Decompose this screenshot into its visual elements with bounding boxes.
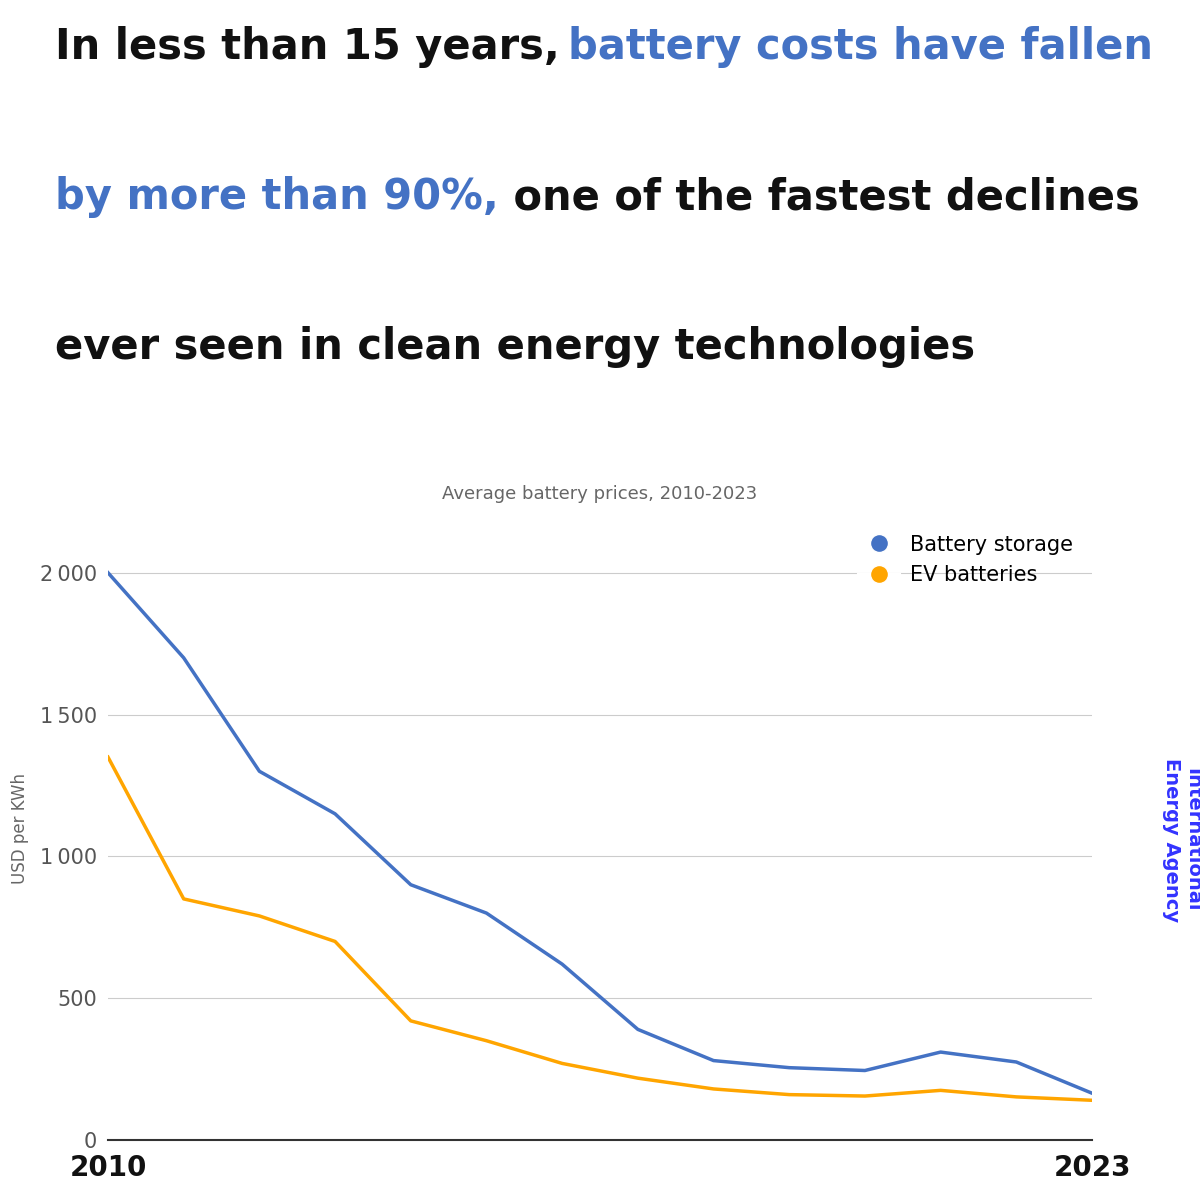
Legend: Battery storage, EV batteries: Battery storage, EV batteries [850,527,1081,594]
Text: International
Energy Agency: International Energy Agency [1162,758,1200,922]
Title: Average battery prices, 2010-2023: Average battery prices, 2010-2023 [443,485,757,503]
Y-axis label: USD per KWh: USD per KWh [11,773,29,883]
Text: In less than 15 years,: In less than 15 years, [55,26,568,68]
Text: one of the fastest declines: one of the fastest declines [499,176,1140,218]
Text: ever seen in clean energy technologies: ever seen in clean energy technologies [55,326,976,368]
Text: by more than 90%,: by more than 90%, [55,176,499,218]
Text: battery costs have fallen: battery costs have fallen [568,26,1153,68]
